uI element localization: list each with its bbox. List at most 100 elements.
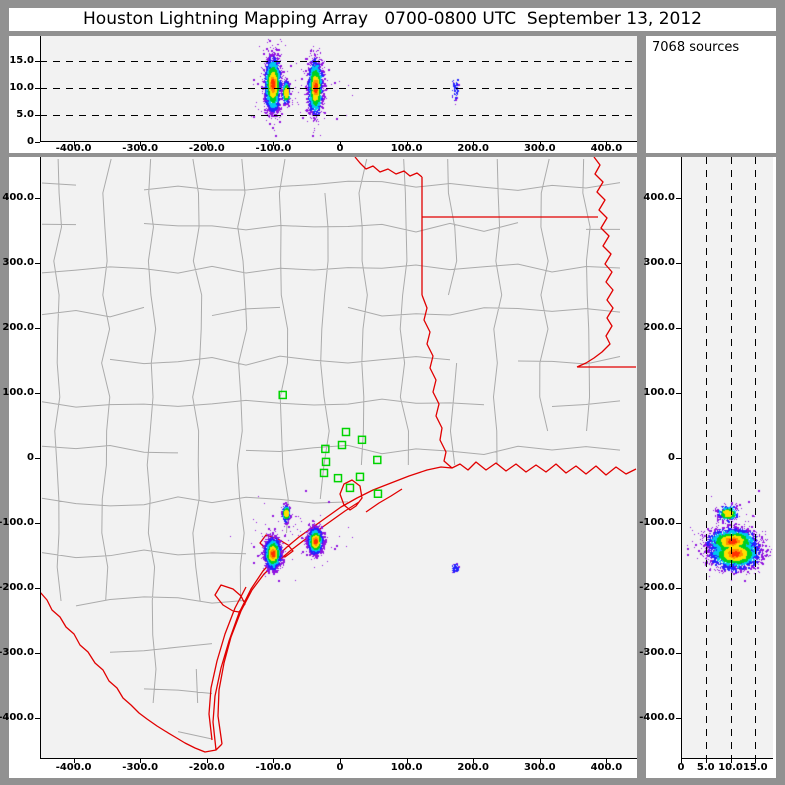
map-y-tick-label: 100.0 xyxy=(2,387,34,398)
alt-ew-x-tick xyxy=(206,142,208,146)
alt-ns-y-tick-label: 400.0 xyxy=(643,192,675,203)
alt-ns-y-tick xyxy=(676,198,681,199)
altitude-ew-x-axis xyxy=(40,141,637,142)
alt-ew-x-tick xyxy=(539,142,541,146)
alt-ew-gridline-10km xyxy=(40,88,637,89)
alt-ew-x-tick-label: -300.0 xyxy=(122,143,159,154)
alt-ns-y-tick xyxy=(676,588,681,589)
plan-view-plot xyxy=(40,157,637,759)
plan-view-x-axis xyxy=(40,758,637,759)
map-x-tick xyxy=(406,759,408,763)
altitude-ns-plot xyxy=(681,157,773,759)
alt-ew-y-tick-label: 0 xyxy=(27,136,34,147)
sources-count-label: 7068 sources xyxy=(652,40,740,55)
alt-ew-x-tick xyxy=(73,142,75,146)
alt-ew-x-tick-label: -100.0 xyxy=(255,143,292,154)
alt-ns-y-tick-label: 300.0 xyxy=(643,257,675,268)
alt-ew-y-tick xyxy=(35,142,40,143)
alt-ns-y-tick xyxy=(676,718,681,719)
map-y-tick xyxy=(35,718,40,719)
alt-ns-gridline-10km xyxy=(730,157,732,759)
altitude-ns-x-axis xyxy=(681,758,773,759)
alt-ns-y-tick-label: 100.0 xyxy=(643,387,675,398)
map-y-tick-label: 400.0 xyxy=(2,192,34,203)
alt-ew-y-tick xyxy=(35,61,40,62)
map-y-tick-label: 0 xyxy=(27,452,34,463)
alt-ns-gridline-5km xyxy=(705,157,707,759)
map-x-tick xyxy=(606,759,608,763)
alt-ns-y-tick xyxy=(676,653,681,654)
alt-ns-y-tick-label: -100.0 xyxy=(639,517,675,528)
alt-ew-y-tick-label: 15.0 xyxy=(9,55,34,66)
map-y-tick-label: 200.0 xyxy=(2,322,34,333)
alt-ns-y-tick-label: 200.0 xyxy=(643,322,675,333)
map-x-tick-label: 0 xyxy=(336,762,344,773)
alt-ew-x-tick-label: 300.0 xyxy=(523,143,556,154)
alt-ns-y-tick xyxy=(676,458,681,459)
map-x-tick xyxy=(340,759,341,763)
map-x-tick xyxy=(539,759,541,763)
window-title: Houston Lightning Mapping Array 0700-080… xyxy=(83,9,702,29)
map-y-tick xyxy=(35,523,40,524)
alt-ew-x-tick-label: 200.0 xyxy=(457,143,489,154)
map-x-tick-label: 100.0 xyxy=(390,762,423,773)
altitude-ns-y-axis xyxy=(681,157,682,759)
alt-ns-x-tick-label: 5.0 xyxy=(696,762,715,773)
sources-panel: 7068 sources xyxy=(646,36,776,153)
map-x-tick-label: 400.0 xyxy=(590,762,623,773)
alt-ew-y-tick xyxy=(35,88,40,89)
map-y-tick xyxy=(35,198,40,199)
map-y-tick xyxy=(35,263,40,264)
alt-ew-x-tick-label: 0 xyxy=(336,143,344,154)
alt-ns-x-tick xyxy=(730,759,732,763)
alt-ns-x-tick-label: 15.0 xyxy=(742,762,768,773)
alt-ew-gridline-5km xyxy=(40,115,637,116)
alt-ew-x-tick-label: 100.0 xyxy=(390,143,423,154)
map-x-tick xyxy=(273,759,275,763)
alt-ew-x-tick xyxy=(340,142,341,146)
alt-ns-y-tick xyxy=(676,523,681,524)
map-y-tick-label: -300.0 xyxy=(0,647,34,658)
alt-ns-x-tick-label: 0 xyxy=(677,762,685,773)
map-y-tick-label: 300.0 xyxy=(2,257,34,268)
map-y-tick xyxy=(35,393,40,394)
map-x-tick-label: -200.0 xyxy=(188,762,225,773)
map-x-tick xyxy=(206,759,208,763)
map-y-tick-label: -100.0 xyxy=(0,517,34,528)
alt-ew-x-tick xyxy=(140,142,142,146)
alt-ns-x-tick xyxy=(681,759,682,763)
alt-ew-x-tick xyxy=(406,142,408,146)
alt-ns-y-tick-label: -400.0 xyxy=(639,712,675,723)
alt-ns-y-tick xyxy=(676,393,681,394)
map-y-tick xyxy=(35,588,40,589)
alt-ew-x-tick-label: 400.0 xyxy=(590,143,623,154)
altitude-ns-scatter-canvas xyxy=(681,157,773,759)
map-x-tick-label: -300.0 xyxy=(122,762,159,773)
alt-ew-x-tick-label: -200.0 xyxy=(188,143,225,154)
map-y-tick xyxy=(35,458,40,459)
alt-ew-y-tick-label: 5.0 xyxy=(16,109,34,120)
plan-view-y-axis xyxy=(40,157,41,759)
alt-ns-gridline-15km xyxy=(755,157,757,759)
alt-ns-x-tick-label: 10.0 xyxy=(718,762,743,773)
map-x-tick-label: 200.0 xyxy=(457,762,489,773)
altitude-ew-plot xyxy=(40,36,637,142)
alt-ew-x-tick xyxy=(473,142,475,146)
alt-ew-x-tick-label: -400.0 xyxy=(55,143,92,154)
map-x-tick xyxy=(140,759,142,763)
alt-ns-x-tick xyxy=(755,759,757,763)
alt-ns-y-tick xyxy=(676,263,681,264)
map-x-tick xyxy=(73,759,75,763)
map-x-tick-label: -100.0 xyxy=(255,762,292,773)
map-x-tick-label: 300.0 xyxy=(523,762,556,773)
alt-ns-y-tick-label: 0 xyxy=(668,452,675,463)
title-bar: Houston Lightning Mapping Array 0700-080… xyxy=(9,8,776,31)
alt-ns-x-tick xyxy=(705,759,707,763)
map-y-tick xyxy=(35,328,40,329)
plan-view-scatter-canvas xyxy=(40,157,637,759)
map-y-tick-label: -200.0 xyxy=(0,582,34,593)
map-x-tick xyxy=(473,759,475,763)
alt-ew-x-tick xyxy=(606,142,608,146)
map-y-tick-label: -400.0 xyxy=(0,712,34,723)
